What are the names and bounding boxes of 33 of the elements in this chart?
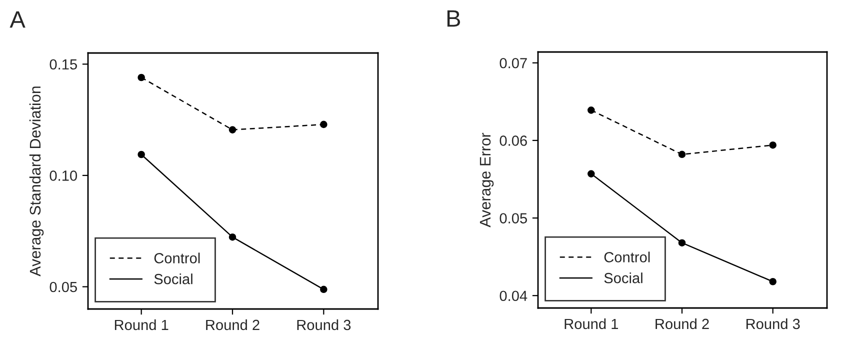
y-tick-label: 0.05 bbox=[50, 282, 77, 292]
y-tick-label: 0.04 bbox=[500, 290, 528, 302]
chart-title: A bbox=[10, 11, 26, 28]
point bbox=[678, 239, 686, 246]
y-tick-label: 0.06 bbox=[500, 136, 527, 146]
x-tick-label: Round 1 bbox=[114, 319, 168, 330]
point bbox=[228, 126, 236, 134]
y-tick-label: 0.07 bbox=[500, 58, 527, 68]
y-tick-label: 0.10 bbox=[50, 170, 78, 181]
x-tick-label: Round 2 bbox=[656, 318, 709, 330]
chart-title: B bbox=[447, 10, 460, 27]
y-tick-label: 0.15 bbox=[50, 59, 77, 70]
legend-label: Control bbox=[604, 252, 650, 262]
y-axis-title: Average Error bbox=[480, 132, 494, 228]
x-tick-label: Round 1 bbox=[564, 318, 618, 330]
point bbox=[588, 170, 595, 178]
point bbox=[320, 120, 328, 128]
point bbox=[138, 74, 145, 82]
point bbox=[138, 150, 145, 158]
point bbox=[769, 141, 776, 149]
point bbox=[320, 286, 328, 294]
point bbox=[769, 278, 776, 286]
legend-label: Social bbox=[154, 274, 192, 284]
legend-label: Social bbox=[604, 272, 642, 284]
y-tick-label: 0.05 bbox=[500, 213, 527, 224]
point bbox=[588, 106, 595, 114]
x-tick-label: Round 3 bbox=[746, 318, 800, 330]
y-axis-title: Average Standard Deviation bbox=[29, 86, 44, 276]
point bbox=[228, 233, 236, 241]
x-tick-label: Round 3 bbox=[297, 319, 351, 330]
x-tick-label: Round 2 bbox=[206, 319, 260, 330]
legend-label: Control bbox=[154, 252, 200, 264]
point bbox=[678, 150, 686, 158]
